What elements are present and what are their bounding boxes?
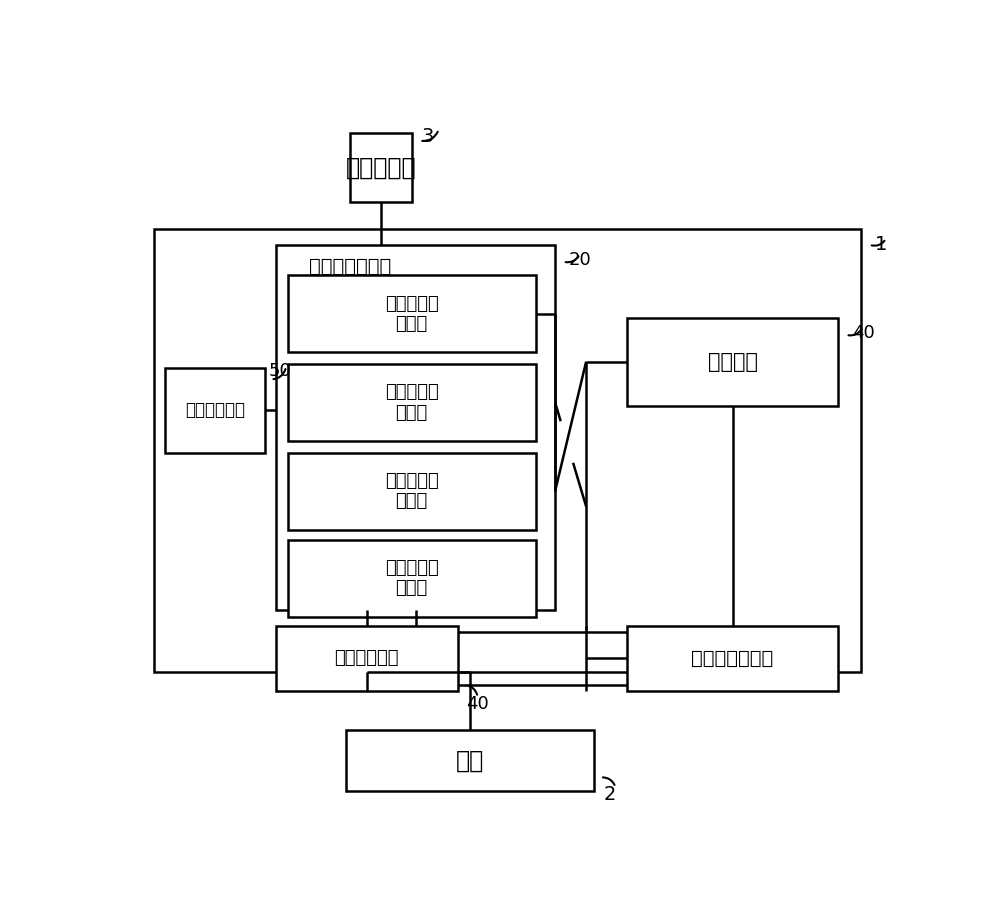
- Text: 40: 40: [466, 695, 489, 714]
- Text: 风机: 风机: [456, 748, 484, 772]
- Bar: [288, 364, 536, 441]
- Text: 第二运算放大器: 第二运算放大器: [691, 649, 774, 668]
- Text: 压力传感器: 压力传感器: [345, 156, 416, 180]
- Text: 1: 1: [875, 235, 888, 255]
- Text: 20: 20: [569, 251, 592, 268]
- Bar: [276, 626, 458, 692]
- Bar: [288, 276, 536, 353]
- Text: 第二运算放
大单元: 第二运算放 大单元: [385, 383, 439, 422]
- Text: 参考电压电路: 参考电压电路: [185, 401, 245, 420]
- Text: 50: 50: [268, 362, 291, 380]
- Bar: [350, 133, 412, 202]
- Bar: [165, 368, 264, 453]
- Bar: [627, 626, 838, 692]
- Bar: [154, 229, 861, 672]
- Text: 第一运算放大器: 第一运算放大器: [309, 256, 391, 276]
- Text: 2: 2: [603, 785, 616, 804]
- Text: 电源电路: 电源电路: [708, 352, 758, 372]
- Bar: [627, 318, 838, 407]
- Bar: [276, 245, 555, 610]
- Text: 电源管理电路: 电源管理电路: [335, 649, 399, 667]
- Text: 40: 40: [852, 324, 875, 342]
- Text: 第三运算放
大单元: 第三运算放 大单元: [385, 472, 439, 510]
- Bar: [288, 453, 536, 529]
- Text: 3: 3: [421, 126, 433, 146]
- Bar: [346, 730, 594, 791]
- Text: 第四运算放
大单元: 第四运算放 大单元: [385, 559, 439, 597]
- Bar: [288, 540, 536, 616]
- Text: 第一运算放
大单元: 第一运算放 大单元: [385, 295, 439, 333]
